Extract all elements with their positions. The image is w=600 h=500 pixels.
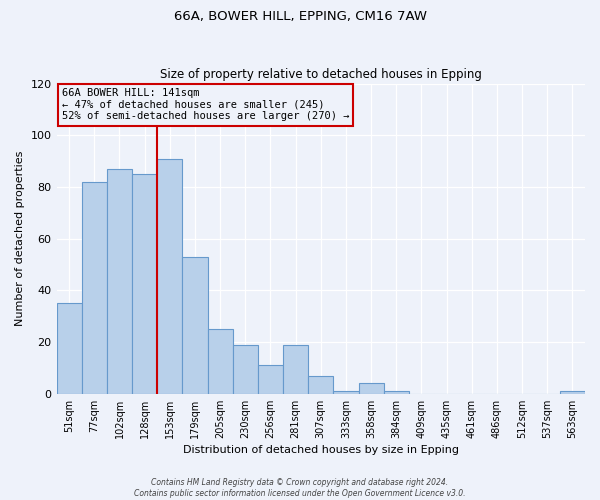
Bar [560, 391, 585, 394]
Bar [132, 174, 157, 394]
Bar [208, 329, 233, 394]
Text: Contains HM Land Registry data © Crown copyright and database right 2024.
Contai: Contains HM Land Registry data © Crown c… [134, 478, 466, 498]
Bar [182, 257, 208, 394]
Bar [283, 344, 308, 394]
Bar [359, 384, 383, 394]
Bar [56, 304, 82, 394]
Title: Size of property relative to detached houses in Epping: Size of property relative to detached ho… [160, 68, 482, 81]
Bar [258, 366, 283, 394]
Bar [82, 182, 107, 394]
Bar [157, 158, 182, 394]
X-axis label: Distribution of detached houses by size in Epping: Distribution of detached houses by size … [183, 445, 459, 455]
Bar [334, 391, 359, 394]
Bar [308, 376, 334, 394]
Bar [233, 344, 258, 394]
Y-axis label: Number of detached properties: Number of detached properties [15, 151, 25, 326]
Text: 66A, BOWER HILL, EPPING, CM16 7AW: 66A, BOWER HILL, EPPING, CM16 7AW [173, 10, 427, 23]
Bar [383, 391, 409, 394]
Bar [107, 169, 132, 394]
Text: 66A BOWER HILL: 141sqm
← 47% of detached houses are smaller (245)
52% of semi-de: 66A BOWER HILL: 141sqm ← 47% of detached… [62, 88, 349, 122]
